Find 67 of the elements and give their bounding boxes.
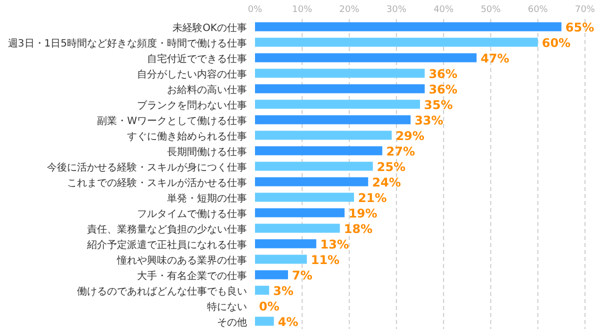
y-tick-label: 副業・Wワークとして働ける仕事	[97, 114, 247, 127]
y-tick-label: 自分がしたい内容の仕事	[137, 68, 247, 80]
data-label: 24%	[372, 175, 401, 190]
y-tick-label: 働けるのであればどんな仕事でも良い	[77, 285, 247, 298]
data-label: 4%	[278, 314, 298, 329]
y-tick-label: これまでの経験・スキルが活かせる仕事	[67, 176, 247, 189]
bar	[255, 208, 345, 218]
y-tick-label: 長期間働ける仕事	[167, 146, 247, 158]
y-tick-label: 週3日・1日5時間など好きな頻度・時間で働ける仕事	[8, 37, 247, 50]
x-tick-label: 10%	[292, 5, 313, 15]
y-tick-label: 特にない	[207, 300, 247, 313]
bar	[255, 162, 373, 171]
data-label: 35%	[424, 98, 453, 112]
bar	[255, 254, 307, 264]
data-label: 19%	[348, 206, 378, 220]
y-tick-label: 自宅付近でできる仕事	[147, 52, 247, 65]
y-tick-label: 今後に活かせる経験・スキルが身につく仕事	[47, 161, 247, 174]
y-tick-label: フルタイムで働ける仕事	[137, 208, 247, 220]
data-label: 60%	[542, 36, 571, 50]
x-tick-label: 20%	[339, 5, 360, 15]
data-label: 7%	[292, 268, 312, 282]
data-label: 36%	[428, 82, 458, 96]
bar	[255, 270, 288, 280]
bar	[255, 100, 420, 109]
bar	[255, 115, 411, 124]
data-label: 25%	[376, 160, 406, 174]
bar	[255, 84, 425, 94]
x-tick-label: 60%	[528, 5, 548, 15]
bar	[255, 192, 354, 202]
bar	[255, 68, 425, 78]
bar	[255, 53, 477, 62]
x-tick-label: 50%	[480, 5, 502, 15]
y-tick-label: 責任、業務量など負担の少ない仕事	[87, 223, 247, 236]
bar	[255, 130, 392, 140]
data-label: 65%	[565, 20, 594, 34]
y-tick-label: お給料の高い仕事	[167, 84, 247, 96]
bar	[255, 38, 538, 47]
data-label: 36%	[428, 66, 458, 81]
y-tick-label: その他	[217, 316, 247, 328]
data-label: 27%	[386, 144, 416, 158]
data-label: 18%	[344, 222, 373, 236]
data-label: 29%	[396, 128, 424, 143]
data-label: 11%	[310, 252, 340, 267]
bar	[255, 177, 368, 186]
data-label: 13%	[320, 237, 350, 252]
y-tick-label: ブランクを問わない仕事	[137, 99, 247, 112]
x-tick-label: 40%	[434, 5, 454, 15]
x-tick-label: 30%	[386, 5, 407, 15]
data-label: 47%	[480, 51, 510, 66]
x-tick-label: 70%	[574, 5, 596, 15]
y-tick-label: 紹介予定派遣で正社員になれる仕事	[86, 238, 247, 251]
y-tick-label: 大手・有名企業での仕事	[137, 270, 247, 282]
y-tick-label: 未経験OKの仕事	[172, 22, 247, 34]
data-label: 21%	[358, 190, 387, 205]
bar	[255, 316, 274, 326]
bar	[255, 239, 316, 248]
y-tick-label: 単発・短期の仕事	[167, 192, 247, 204]
data-label: 0%	[259, 299, 280, 314]
y-tick-label: 憧れや興味のある業界の仕事	[116, 254, 247, 266]
data-label: 33%	[414, 113, 444, 128]
bar	[255, 22, 562, 32]
x-tick-label: 0%	[248, 5, 263, 15]
data-label: 3%	[273, 284, 294, 298]
bar	[255, 286, 270, 295]
bar	[255, 146, 382, 156]
bar	[255, 224, 340, 233]
y-tick-label: すぐに働き始められる仕事	[127, 130, 247, 142]
